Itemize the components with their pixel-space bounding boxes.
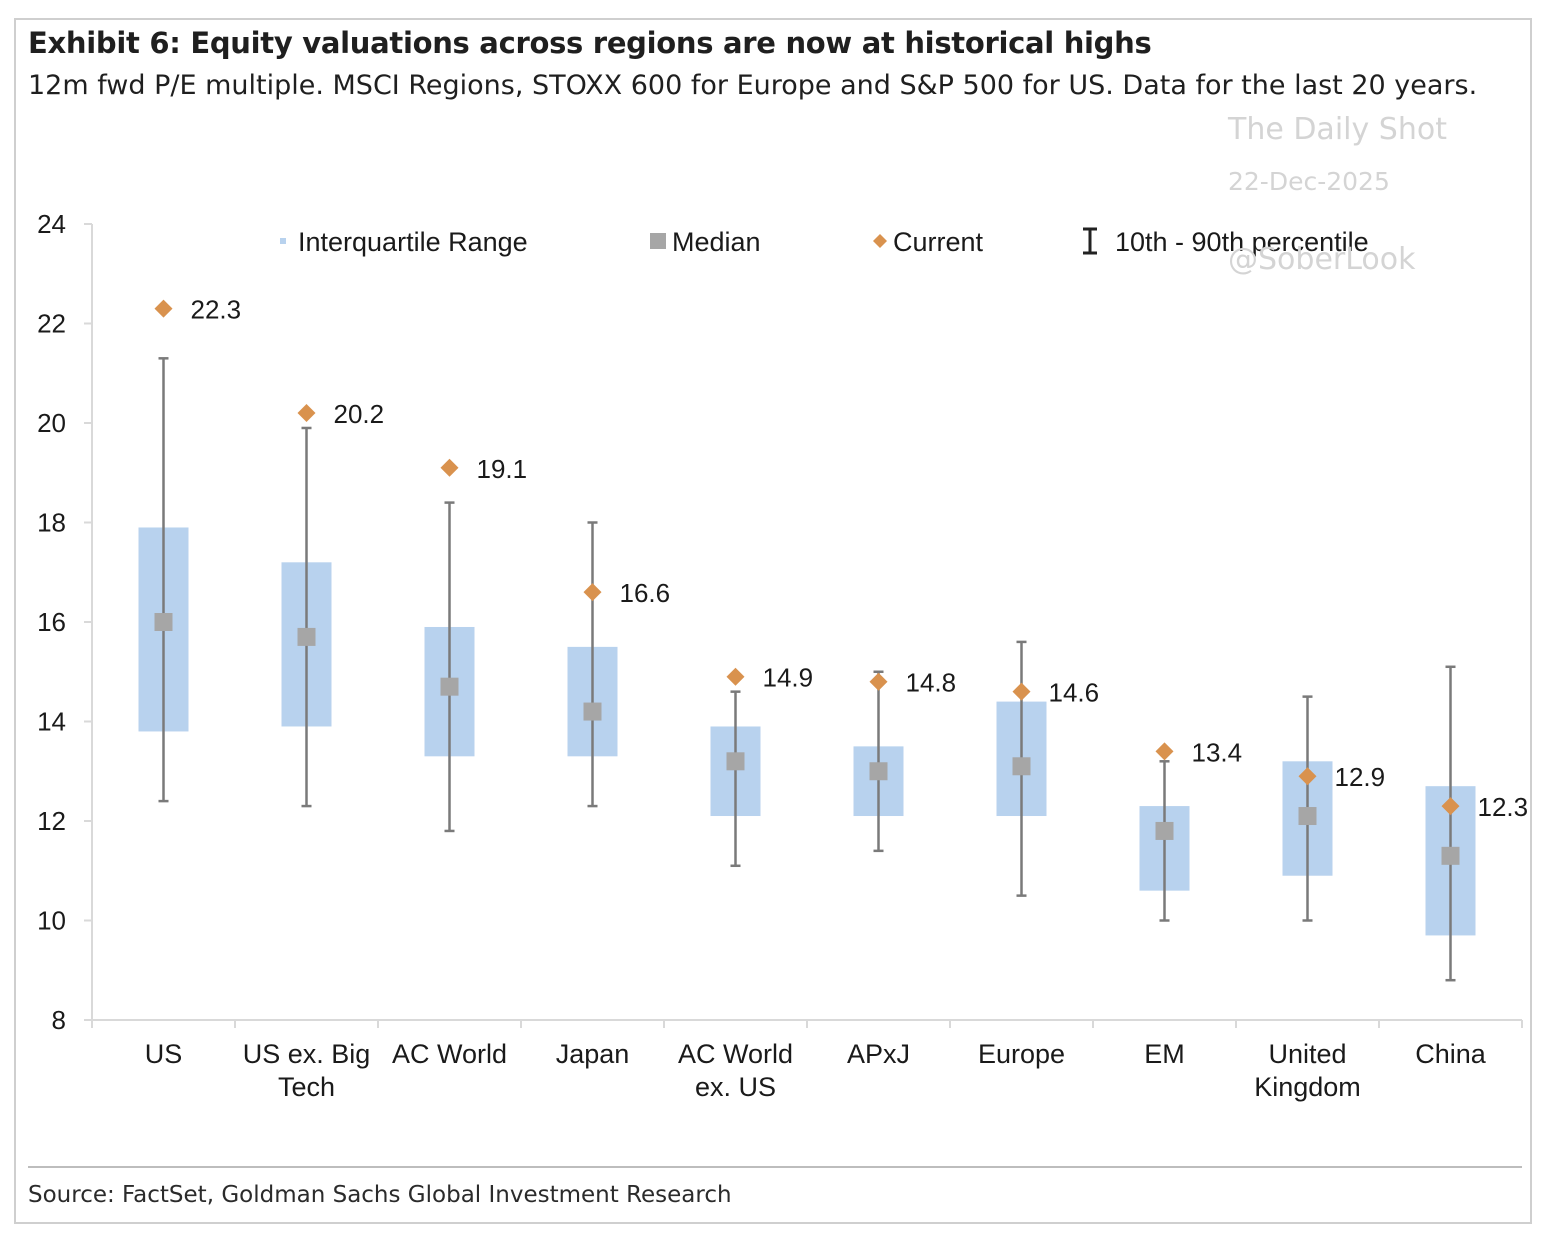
current-marker	[1155, 742, 1174, 761]
category-label: US ex. Big	[243, 1039, 371, 1069]
median-marker	[440, 677, 459, 696]
median-marker	[1012, 757, 1031, 776]
y-tick-label: 24	[37, 209, 66, 239]
category-label: AC World	[392, 1039, 507, 1069]
category-label: APxJ	[847, 1039, 910, 1069]
watermark-line2: 22-Dec-2025	[1228, 167, 1390, 196]
median-marker	[726, 752, 745, 771]
current-marker	[726, 667, 745, 686]
legend-current-label: Current	[893, 227, 984, 257]
median-marker	[583, 702, 602, 721]
y-tick-label: 22	[37, 309, 66, 339]
chart-title: Exhibit 6: Equity valuations across regi…	[28, 26, 1152, 60]
category-label: ex. US	[695, 1072, 776, 1102]
current-value-label: 12.3	[1478, 792, 1529, 822]
current-value-label: 19.1	[477, 454, 528, 484]
median-marker	[1441, 846, 1460, 865]
y-tick-label: 10	[37, 906, 66, 936]
y-tick-label: 18	[37, 508, 66, 538]
watermark-line1: The Daily Shot	[1228, 112, 1447, 147]
category-label: Europe	[978, 1039, 1065, 1069]
median-marker	[297, 627, 316, 646]
current-value-label: 14.6	[1049, 678, 1100, 708]
legend-iqr-swatch	[280, 238, 286, 244]
current-marker	[869, 672, 888, 691]
current-value-label: 12.9	[1335, 762, 1386, 792]
legend-current-swatch	[873, 234, 887, 248]
y-tick-label: 16	[37, 607, 66, 637]
y-tick-label: 12	[37, 806, 66, 836]
legend-median-swatch	[650, 233, 666, 249]
source-divider	[28, 1166, 1522, 1168]
current-value-label: 22.3	[191, 295, 242, 325]
legend-median-label: Median	[672, 227, 761, 257]
current-marker	[583, 583, 602, 602]
current-marker	[1441, 797, 1460, 816]
current-marker	[1012, 682, 1031, 701]
category-label: EM	[1144, 1039, 1185, 1069]
category-label: US	[145, 1039, 183, 1069]
source-note: Source: FactSet, Goldman Sachs Global In…	[28, 1182, 732, 1208]
current-marker	[1298, 767, 1317, 786]
category-label: Kingdom	[1254, 1072, 1361, 1102]
category-label: United	[1268, 1039, 1346, 1069]
current-value-label: 13.4	[1192, 737, 1243, 767]
median-marker	[869, 762, 888, 781]
median-marker	[154, 613, 173, 631]
legend-iqr-label: Interquartile Range	[298, 227, 528, 257]
exhibit-frame	[14, 18, 1532, 1224]
current-marker	[297, 404, 316, 423]
current-value-label: 20.2	[334, 399, 385, 429]
category-label: Tech	[278, 1072, 335, 1102]
current-value-label: 16.6	[620, 578, 671, 608]
median-marker	[1155, 821, 1174, 840]
y-tick-label: 8	[52, 1005, 66, 1035]
watermark-line3: @SoberLook	[1228, 242, 1416, 277]
y-tick-label: 20	[37, 408, 66, 438]
chart-subtitle: 12m fwd P/E multiple. MSCI Regions, STOX…	[28, 70, 1478, 101]
current-value-label: 14.9	[763, 663, 814, 693]
category-label: AC World	[678, 1039, 793, 1069]
legend-range-label: 10th - 90th percentile	[1115, 227, 1369, 257]
current-value-label: 14.8	[906, 668, 957, 698]
current-marker	[440, 458, 459, 477]
category-label: Japan	[556, 1039, 630, 1069]
current-marker	[154, 299, 173, 318]
y-tick-label: 14	[37, 707, 66, 737]
category-label: China	[1415, 1039, 1487, 1069]
median-marker	[1298, 807, 1317, 826]
